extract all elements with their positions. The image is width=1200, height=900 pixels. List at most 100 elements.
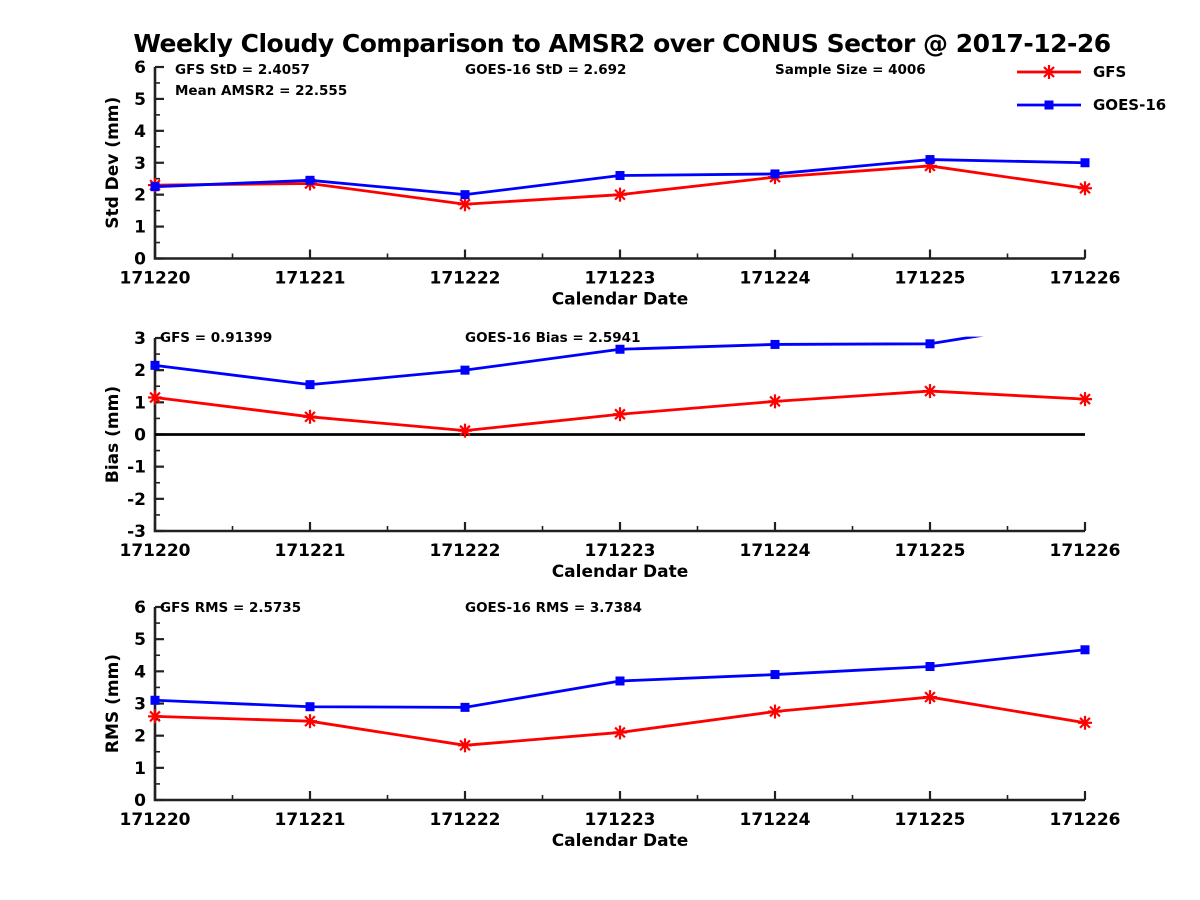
gfs-line-asterisk-icon (1017, 65, 1081, 79)
series-marker-goes-16 (615, 344, 625, 354)
plot-area (148, 155, 1092, 212)
series-marker-goes-16 (925, 155, 935, 165)
series-marker-gfs (458, 197, 472, 212)
series-marker-gfs (148, 709, 162, 724)
x-tick-label: 171226 (1050, 541, 1121, 561)
x-tick-label: 171225 (895, 810, 966, 830)
annotation: Mean AMSR2 = 22.555 (175, 83, 347, 99)
y-axis-label: RMS (mm) (103, 654, 123, 753)
x-tick-label: 171223 (585, 269, 656, 289)
series-marker-goes-16 (305, 175, 315, 185)
annotation: GFS = 0.91399 (160, 330, 272, 346)
x-tick-label: 171224 (740, 269, 811, 289)
series-marker-gfs (1078, 181, 1092, 196)
subplot-rms: 0 1 2 3 4 5 6 171220 171221 171222 171223 171224 171… (103, 598, 1120, 851)
y-axis-label: Bias (mm) (103, 386, 123, 483)
y-tick-label: 6 (134, 598, 146, 618)
series-marker-gfs (303, 409, 317, 424)
plot-area (148, 314, 1092, 438)
legend-entry-goes16: GOES-16 (1013, 94, 1166, 116)
series-marker-goes-16 (615, 676, 625, 686)
y-tick-label: 0 (134, 791, 146, 811)
x-tick-label: 171221 (275, 810, 346, 830)
series-marker-gfs (1078, 715, 1092, 730)
x-tick-label: 171222 (430, 269, 501, 289)
annotation: GFS RMS = 2.5735 (160, 600, 301, 616)
series-marker-gfs (923, 384, 937, 399)
legend-entry-gfs: GFS (1013, 61, 1166, 83)
y-tick-label: 0 (134, 426, 146, 446)
legend-label-gfs: GFS (1093, 63, 1127, 81)
series-marker-goes-16 (460, 365, 470, 375)
series-marker-gfs (458, 423, 472, 438)
x-tick-label: 171220 (120, 541, 191, 561)
y-tick-label: 1 (134, 393, 146, 413)
series-marker-gfs (458, 738, 472, 753)
y-tick-label: 2 (134, 727, 146, 747)
x-tick-label: 171226 (1050, 810, 1121, 830)
x-tick-label: 171225 (895, 269, 966, 289)
y-tick-label: -1 (127, 458, 146, 478)
series-marker-gfs (303, 714, 317, 729)
x-tick-label: 171221 (275, 541, 346, 561)
series-marker-gfs (923, 690, 937, 705)
y-tick-label: 3 (134, 154, 146, 174)
y-tick-label: 0 (134, 250, 146, 270)
y-axis-label: Std Dev (mm) (103, 97, 123, 229)
x-tick-label: 171223 (585, 541, 656, 561)
series-marker-goes-16 (305, 380, 315, 390)
y-tick-label: 3 (134, 329, 146, 349)
y-tick-label: 6 (134, 58, 146, 78)
subplot-bias: -3 -2 -1 0 1 2 3 171220 171221 171222 171223 171224… (103, 314, 1121, 582)
series-marker-goes-16 (770, 670, 780, 680)
y-tick-label: 2 (134, 361, 146, 381)
y-tick-label: 1 (134, 759, 146, 779)
x-axis-label: Calendar Date (552, 290, 689, 310)
goes16-line-square-icon (1017, 100, 1081, 110)
annotation: GFS StD = 2.4057 (175, 62, 310, 78)
x-tick-label: 171226 (1050, 269, 1121, 289)
series-marker-goes-16 (460, 190, 470, 200)
y-tick-label: -3 (127, 522, 146, 542)
series-marker-gfs (148, 390, 162, 405)
y-tick-label: -2 (127, 490, 146, 510)
series-marker-gfs (768, 394, 782, 409)
annotation: GOES-16 StD = 2.692 (465, 62, 626, 78)
x-tick-label: 171224 (740, 810, 811, 830)
series-marker-goes-16 (305, 702, 315, 712)
series-marker-goes-16 (925, 339, 935, 349)
x-tick-label: 171220 (120, 810, 191, 830)
plot-area (148, 645, 1092, 753)
series-marker-gfs (768, 704, 782, 719)
series-marker-goes-16 (150, 695, 160, 705)
series-marker-goes-16 (1080, 158, 1090, 168)
series-marker-gfs (613, 725, 627, 740)
series-marker-goes-16 (150, 182, 160, 192)
series-marker-goes-16 (460, 702, 470, 712)
x-tick-label: 171225 (895, 541, 966, 561)
annotation: GOES-16 RMS = 3.7384 (465, 600, 642, 616)
y-tick-label: 2 (134, 186, 146, 206)
series-marker-gfs (613, 407, 627, 422)
y-tick-label: 5 (134, 90, 146, 110)
series-marker-goes-16 (1081, 314, 1090, 323)
series-marker-goes-16 (615, 171, 625, 181)
series-marker-gfs (613, 187, 627, 202)
series-marker-goes-16 (925, 662, 935, 672)
x-tick-label: 171221 (275, 269, 346, 289)
x-tick-label: 171222 (430, 541, 501, 561)
chart-title: Weekly Cloudy Comparison to AMSR2 over C… (133, 29, 1111, 58)
x-axis-label: Calendar Date (552, 562, 689, 582)
y-tick-label: 4 (134, 122, 146, 142)
axis-spines (153, 607, 1085, 802)
x-tick-label: 171220 (120, 269, 191, 289)
annotation: GOES-16 Bias = 2.5941 (465, 330, 640, 346)
legend-label-goes16: GOES-16 (1093, 96, 1167, 114)
subplot-std_dev: 0 1 2 3 4 5 6 171220 171221 171222 171223 171224 171… (103, 58, 1120, 310)
x-tick-label: 171223 (585, 810, 656, 830)
annotation: Sample Size = 4006 (775, 62, 926, 78)
x-tick-label: 171222 (430, 810, 501, 830)
x-axis-label: Calendar Date (552, 831, 689, 851)
x-tick-label: 171224 (740, 541, 811, 561)
